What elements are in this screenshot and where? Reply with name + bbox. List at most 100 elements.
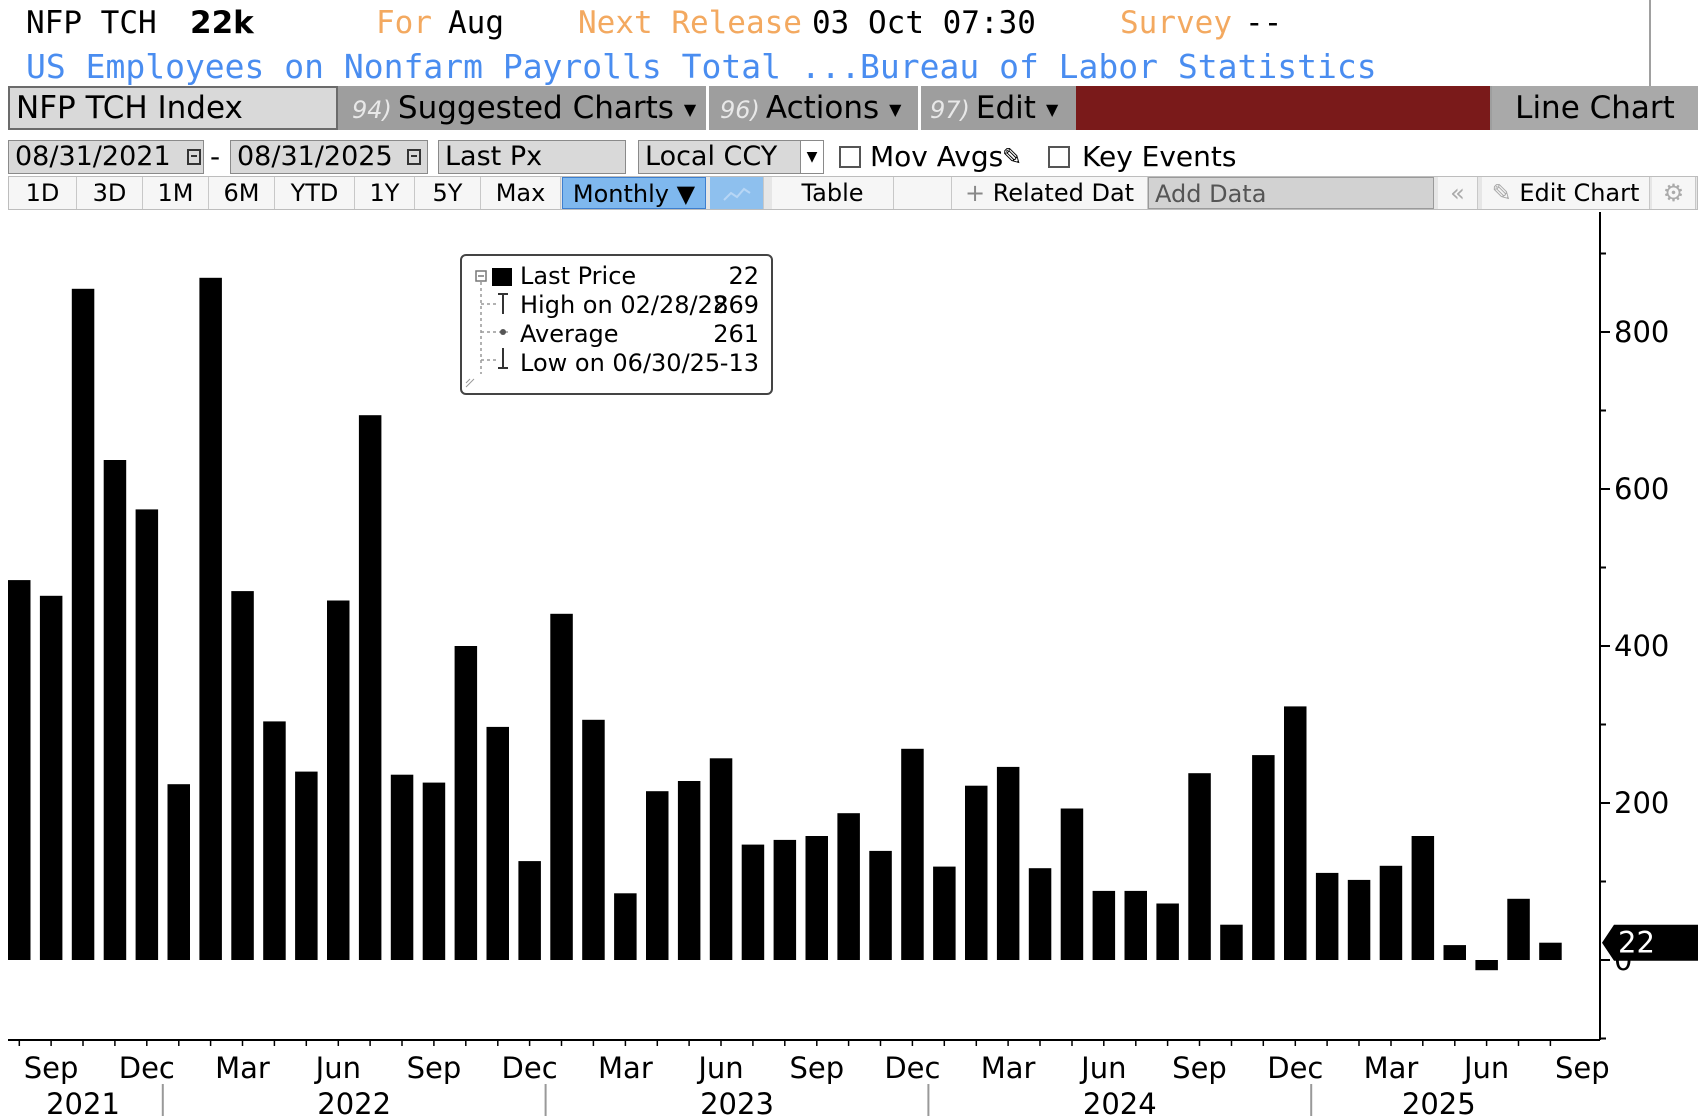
range-max-button[interactable]: Max: [481, 177, 561, 209]
mov-avgs-checkbox[interactable]: [839, 146, 861, 168]
bar-2021-10[interactable]: [71, 288, 95, 960]
bar-series: [8, 277, 1562, 971]
actions-number: 96): [720, 96, 760, 124]
bar-2024-03[interactable]: [996, 766, 1020, 960]
security-description-link[interactable]: US Employees on Nonfarm Payrolls Total .…: [26, 47, 861, 86]
bar-2021-12[interactable]: [135, 509, 159, 960]
bar-2025-03[interactable]: [1379, 865, 1403, 960]
bar-2023-03[interactable]: [614, 893, 637, 960]
bar-2022-07[interactable]: [358, 415, 382, 960]
gear-icon[interactable]: ⚙: [1652, 177, 1696, 209]
key-events-checkbox[interactable]: [1048, 146, 1070, 168]
bar-2024-02[interactable]: [965, 785, 988, 960]
plus-icon: +: [964, 179, 986, 207]
bar-2022-03[interactable]: [231, 591, 254, 960]
bar-2024-06[interactable]: [1092, 890, 1116, 960]
bar-2023-04[interactable]: [646, 791, 669, 960]
bar-2022-09[interactable]: [422, 782, 446, 960]
bar-2022-12[interactable]: [518, 861, 541, 960]
bar-2023-02[interactable]: [582, 719, 605, 960]
security-input[interactable]: NFP TCH Index: [8, 86, 338, 130]
bar-2024-04[interactable]: [1028, 868, 1052, 960]
related-data-button[interactable]: + Related Dat: [952, 177, 1148, 209]
bar-2022-01[interactable]: [167, 784, 191, 960]
bar-2022-06[interactable]: [327, 600, 350, 961]
security-header: NFP TCH 22k For Aug Next Release 03 Oct …: [0, 0, 1650, 46]
y-axis: 0200400600800: [1599, 212, 1669, 1040]
collapse-icon[interactable]: «: [1438, 177, 1478, 209]
bar-2024-05[interactable]: [1060, 808, 1084, 961]
bar-2024-10[interactable]: [1220, 924, 1243, 960]
bar-2025-02[interactable]: [1347, 879, 1371, 960]
bar-2024-07[interactable]: [1124, 890, 1148, 960]
bar-2024-09[interactable]: [1188, 773, 1211, 960]
bar-2024-12[interactable]: [1284, 706, 1307, 960]
x-month-label: Sep: [1555, 1051, 1610, 1085]
field-selector[interactable]: Last Px: [438, 140, 626, 174]
pencil-icon[interactable]: ✎: [1002, 143, 1023, 171]
chart-type-selector[interactable]: Line Chart: [1492, 86, 1698, 130]
chevron-down-icon[interactable]: ▼: [800, 141, 823, 173]
bar-2023-11[interactable]: [869, 850, 892, 960]
bar-2025-04[interactable]: [1411, 836, 1435, 960]
legend-average-value: 261: [713, 320, 759, 348]
bar-2021-11[interactable]: [103, 460, 127, 960]
frequency-dropdown[interactable]: Monthly ▼: [562, 177, 706, 209]
blank-button[interactable]: [894, 177, 952, 209]
actions-button[interactable]: 96) Actions ▼: [720, 86, 901, 130]
survey-value: --: [1245, 5, 1283, 41]
chart-style-icon[interactable]: [710, 177, 764, 209]
bar-2025-05[interactable]: [1443, 945, 1467, 960]
bar-2024-11[interactable]: [1252, 755, 1275, 960]
bar-2023-05[interactable]: [677, 781, 701, 960]
bar-2021-09[interactable]: [39, 595, 63, 960]
x-year-label-2025: 2025: [1402, 1087, 1476, 1116]
range-3d-button[interactable]: 3D: [77, 177, 143, 209]
bar-2022-08[interactable]: [390, 774, 414, 960]
x-month-label: Jun: [696, 1051, 743, 1085]
bar-2022-02[interactable]: [199, 277, 222, 960]
y-tick-label-400: 400: [1614, 629, 1669, 663]
table-button[interactable]: Table: [772, 177, 894, 209]
add-data-input[interactable]: Add Data: [1148, 177, 1434, 209]
bar-2022-10[interactable]: [454, 646, 478, 960]
suggested-charts-button[interactable]: 94) Suggested Charts ▼: [352, 86, 696, 130]
range-6m-button[interactable]: 6M: [209, 177, 275, 209]
range-1d-button[interactable]: 1D: [9, 177, 77, 209]
bar-2022-05[interactable]: [295, 771, 318, 960]
start-date-input[interactable]: 08/31/2021: [8, 140, 204, 174]
bar-2025-07[interactable]: [1507, 898, 1530, 960]
legend-last-price-label: Last Price: [520, 262, 637, 290]
currency-dropdown[interactable]: Local CCY ▼: [638, 140, 824, 174]
bar-2023-06[interactable]: [709, 758, 733, 960]
bar-2025-06[interactable]: [1475, 960, 1498, 971]
bar-2022-11[interactable]: [486, 726, 510, 960]
bar-2023-12[interactable]: [901, 748, 924, 960]
bar-2022-04[interactable]: [263, 721, 286, 960]
end-date-input[interactable]: 08/31/2025: [230, 140, 428, 174]
chart-legend[interactable]: Last Price 22 High on 02/28/22 869 Avera…: [460, 254, 773, 395]
bar-2025-08[interactable]: [1539, 942, 1562, 960]
bar-2023-08[interactable]: [773, 839, 797, 960]
toolbar-divider: [706, 86, 709, 130]
x-month-label: Sep: [407, 1051, 462, 1085]
range-1m-button[interactable]: 1M: [143, 177, 209, 209]
edit-chart-button[interactable]: ✎ Edit Chart: [1482, 177, 1650, 209]
source-link[interactable]: Bureau of Labor Statistics: [860, 47, 1377, 86]
calendar-icon[interactable]: [407, 149, 421, 165]
toolbar-divider: [918, 86, 921, 130]
bar-2023-10[interactable]: [837, 813, 860, 960]
chart-canvas[interactable]: 0200400600800 SepDecMarJunSepDecMarJunSe…: [0, 212, 1698, 1116]
bar-2025-01[interactable]: [1315, 872, 1339, 960]
bar-2024-01[interactable]: [933, 866, 956, 960]
range-5y-button[interactable]: 5Y: [415, 177, 481, 209]
bar-2023-01[interactable]: [550, 613, 573, 960]
bar-2021-08[interactable]: [8, 580, 31, 960]
edit-button[interactable]: 97) Edit ▼: [930, 86, 1058, 130]
bar-2023-07[interactable]: [741, 844, 765, 960]
calendar-icon[interactable]: [187, 149, 201, 165]
range-ytd-button[interactable]: YTD: [275, 177, 355, 209]
bar-2024-08[interactable]: [1156, 903, 1179, 961]
range-1y-button[interactable]: 1Y: [355, 177, 415, 209]
bar-2023-09[interactable]: [805, 836, 829, 960]
